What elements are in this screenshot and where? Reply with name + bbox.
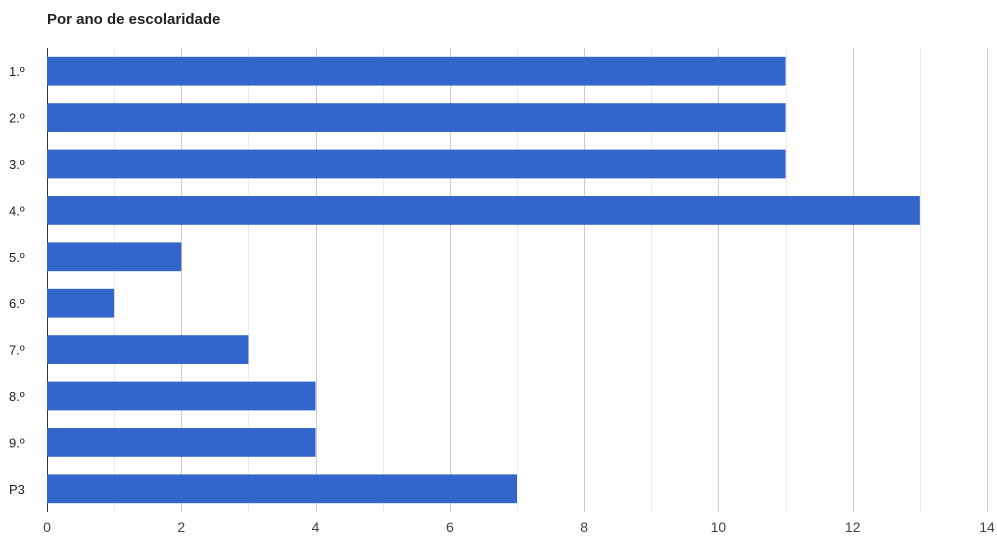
bar — [47, 474, 517, 504]
x-tick-label: 2 — [177, 519, 185, 535]
x-tick-label: 0 — [43, 519, 51, 535]
x-tick-label: 4 — [312, 519, 320, 535]
category-label: 1.º — [9, 64, 25, 79]
category-label: P3 — [9, 482, 25, 497]
category-label: 3.º — [9, 157, 25, 172]
x-tick-label: 14 — [979, 519, 995, 535]
x-tick-label: 6 — [446, 519, 454, 535]
category-label: 5.º — [9, 250, 25, 265]
bar — [47, 103, 786, 132]
category-label: 2.º — [9, 111, 25, 126]
category-label: 6.º — [9, 296, 25, 311]
chart-title: Por ano de escolaridade — [47, 11, 221, 28]
bars-layer — [47, 56, 920, 504]
category-label: 7.º — [9, 343, 25, 358]
bar — [47, 381, 316, 411]
bar — [47, 56, 786, 86]
x-axis-tick-labels: 0 2 4 6 8 10 12 14 — [43, 519, 995, 535]
category-labels: 1.º 2.º 3.º 4.º 5.º 6.º 7.º 8.º 9.º P3 — [9, 64, 25, 497]
category-label: 4.º — [9, 203, 25, 218]
x-tick-label: 10 — [711, 519, 727, 535]
x-tick-label: 12 — [845, 519, 861, 535]
bar — [47, 335, 249, 364]
bar — [47, 288, 115, 318]
category-label: 9.º — [9, 435, 25, 450]
x-tick-label: 8 — [580, 519, 588, 535]
category-label: 8.º — [9, 389, 25, 404]
bar — [47, 149, 786, 179]
bar — [47, 242, 182, 272]
bar — [47, 428, 316, 457]
bar — [47, 196, 920, 225]
